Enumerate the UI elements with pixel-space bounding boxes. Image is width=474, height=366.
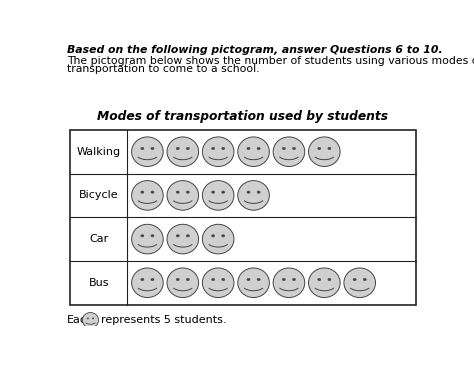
Ellipse shape (238, 268, 269, 298)
Ellipse shape (132, 268, 163, 298)
Ellipse shape (132, 137, 163, 167)
Circle shape (176, 235, 179, 237)
Circle shape (211, 235, 215, 237)
Circle shape (211, 278, 215, 281)
Circle shape (141, 191, 144, 193)
Circle shape (247, 278, 250, 281)
Ellipse shape (167, 224, 199, 254)
Ellipse shape (202, 180, 234, 210)
Ellipse shape (202, 224, 234, 254)
Circle shape (257, 191, 260, 193)
Ellipse shape (273, 268, 305, 298)
Circle shape (176, 191, 179, 193)
Ellipse shape (167, 180, 199, 210)
Circle shape (151, 147, 154, 150)
Ellipse shape (167, 137, 199, 167)
Ellipse shape (202, 268, 234, 298)
Circle shape (186, 278, 190, 281)
Circle shape (292, 147, 296, 150)
Circle shape (222, 278, 225, 281)
Circle shape (151, 235, 154, 237)
Circle shape (257, 147, 260, 150)
Circle shape (353, 278, 356, 281)
Circle shape (176, 278, 179, 281)
Text: transportation to come to a school.: transportation to come to a school. (66, 64, 259, 74)
Circle shape (92, 318, 94, 319)
Ellipse shape (238, 137, 269, 167)
Circle shape (222, 147, 225, 150)
Circle shape (257, 278, 260, 281)
Text: Car: Car (89, 234, 109, 244)
Circle shape (151, 191, 154, 193)
Bar (70, 130, 416, 305)
Circle shape (211, 147, 215, 150)
Ellipse shape (309, 268, 340, 298)
Circle shape (186, 191, 190, 193)
Circle shape (211, 191, 215, 193)
Ellipse shape (202, 137, 234, 167)
Circle shape (186, 235, 190, 237)
Text: Bicycle: Bicycle (79, 190, 118, 201)
Circle shape (328, 147, 331, 150)
Ellipse shape (273, 137, 305, 167)
Circle shape (318, 278, 321, 281)
Circle shape (141, 147, 144, 150)
Text: Based on the following pictogram, answer Questions 6 to 10.: Based on the following pictogram, answer… (66, 45, 442, 55)
Circle shape (87, 318, 89, 319)
Ellipse shape (167, 268, 199, 298)
Ellipse shape (309, 137, 340, 167)
Ellipse shape (132, 180, 163, 210)
Circle shape (283, 147, 285, 150)
Circle shape (363, 278, 366, 281)
Circle shape (222, 191, 225, 193)
Text: Each: Each (66, 315, 94, 325)
Circle shape (247, 191, 250, 193)
Circle shape (292, 278, 296, 281)
Circle shape (186, 147, 190, 150)
Circle shape (141, 235, 144, 237)
Text: The pictogram below shows the number of students using various modes of: The pictogram below shows the number of … (66, 56, 474, 66)
Text: Bus: Bus (89, 278, 109, 288)
Circle shape (176, 147, 179, 150)
Circle shape (151, 278, 154, 281)
Ellipse shape (344, 268, 375, 298)
Circle shape (247, 147, 250, 150)
Circle shape (283, 278, 285, 281)
Ellipse shape (82, 313, 99, 328)
Text: Walking: Walking (77, 147, 121, 157)
Ellipse shape (132, 224, 163, 254)
Ellipse shape (238, 180, 269, 210)
Text: represents 5 students.: represents 5 students. (101, 315, 227, 325)
Circle shape (222, 235, 225, 237)
Circle shape (328, 278, 331, 281)
Text: Modes of transportation used by students: Modes of transportation used by students (98, 110, 388, 123)
Circle shape (318, 147, 321, 150)
Circle shape (141, 278, 144, 281)
